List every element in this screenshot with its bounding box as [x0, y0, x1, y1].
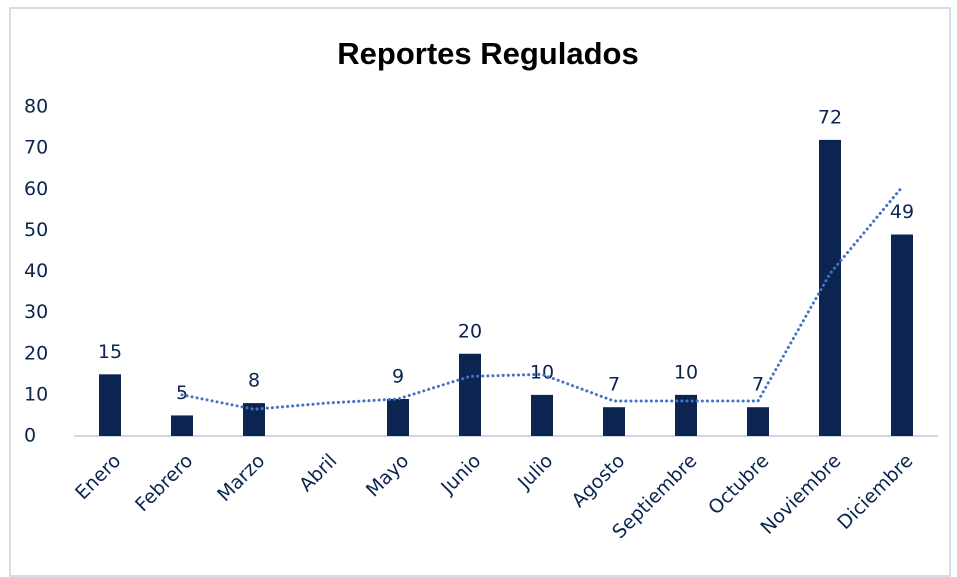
y-tick-label: 10 — [24, 383, 48, 405]
data-label: 15 — [98, 341, 122, 363]
data-label: 5 — [176, 382, 188, 404]
data-label: 9 — [392, 365, 404, 387]
y-tick-label: 30 — [24, 301, 48, 323]
trendline — [180, 185, 904, 411]
y-tick-label: 40 — [24, 260, 48, 282]
bar — [675, 394, 697, 436]
bar — [747, 407, 769, 436]
bar — [531, 394, 553, 436]
data-label: 49 — [890, 201, 914, 223]
chart-title: Reportes Regulados — [337, 36, 638, 71]
chart-border — [9, 7, 951, 577]
data-label: 20 — [458, 320, 482, 342]
y-tick-label: 80 — [24, 96, 48, 118]
y-tick-label: 70 — [24, 137, 48, 159]
data-label: 7 — [608, 374, 620, 396]
bar — [171, 415, 193, 436]
bar — [603, 407, 625, 436]
y-tick-label: 0 — [24, 425, 36, 447]
bar — [459, 353, 481, 436]
bar — [819, 139, 841, 436]
bar — [99, 374, 121, 436]
data-label: 8 — [248, 370, 260, 392]
data-label: 10 — [530, 361, 554, 383]
data-label: 7 — [752, 374, 764, 396]
bar — [243, 403, 265, 436]
bar — [387, 398, 409, 436]
bar — [891, 234, 913, 436]
data-label: 10 — [674, 361, 698, 383]
data-label: 72 — [818, 106, 842, 128]
y-tick-label: 60 — [24, 178, 48, 200]
y-tick-label: 50 — [24, 219, 48, 241]
y-tick-label: 20 — [24, 342, 48, 364]
